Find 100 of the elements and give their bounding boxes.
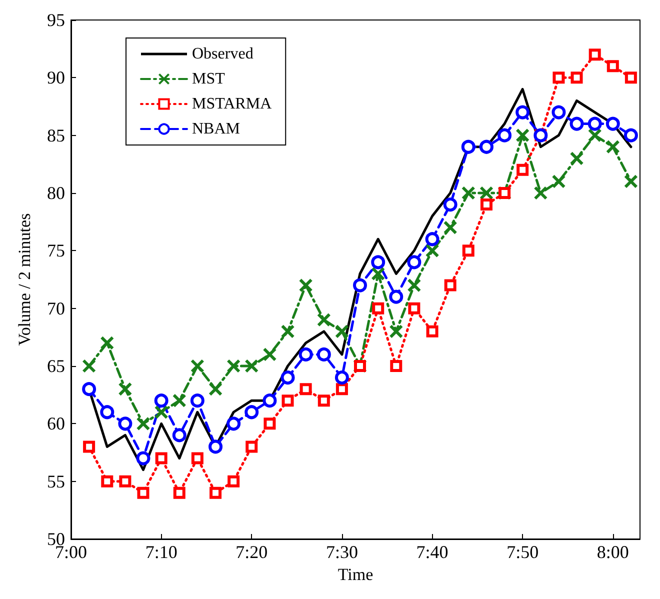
y-tick-label: 90 — [47, 68, 65, 88]
y-tick-label: 60 — [47, 414, 65, 434]
point — [136, 416, 150, 431]
point — [100, 405, 114, 420]
point — [82, 359, 96, 373]
point — [118, 382, 132, 396]
point — [298, 278, 313, 292]
point — [155, 452, 168, 464]
point — [606, 116, 620, 131]
point — [119, 475, 132, 488]
point — [264, 418, 276, 430]
point — [552, 72, 565, 84]
point — [280, 324, 295, 338]
point — [479, 186, 494, 200]
point — [208, 382, 223, 396]
y-axis-title: Volume / 2 minutes — [15, 213, 34, 346]
y-tick-label: 70 — [47, 298, 65, 318]
y-tick-label: 55 — [47, 471, 65, 492]
point — [552, 174, 566, 188]
point — [154, 405, 168, 420]
point — [100, 336, 114, 350]
point — [407, 278, 422, 292]
point — [246, 440, 258, 453]
point — [606, 140, 620, 154]
point — [371, 266, 386, 281]
x-tick-label: 8:00 — [596, 542, 629, 562]
point — [190, 359, 204, 373]
x-tick-label: 7:50 — [506, 542, 539, 562]
y-tick-label: 80 — [47, 183, 65, 203]
point — [407, 255, 422, 270]
point — [334, 370, 349, 385]
legend-label: Observed — [192, 46, 254, 62]
point — [262, 394, 277, 408]
point — [82, 382, 96, 396]
point — [228, 475, 240, 488]
point — [208, 440, 223, 454]
y-tick-label: 75 — [47, 240, 65, 261]
legend-label: MSTARMA — [192, 96, 272, 112]
point — [516, 105, 530, 120]
point — [534, 186, 548, 200]
point — [588, 116, 602, 131]
point — [426, 325, 438, 338]
point — [516, 164, 529, 176]
point — [389, 290, 404, 304]
point — [172, 428, 186, 442]
point — [408, 302, 420, 314]
y-tick-label: 95 — [47, 10, 65, 30]
point — [425, 232, 440, 246]
point — [479, 140, 494, 154]
point — [443, 220, 458, 235]
point — [210, 486, 222, 499]
point — [461, 140, 476, 154]
point — [226, 416, 241, 431]
point — [190, 394, 204, 408]
point — [318, 394, 330, 407]
point — [570, 72, 583, 84]
point — [136, 451, 150, 466]
point — [298, 347, 313, 362]
point — [262, 347, 277, 362]
y-tick-label: 85 — [47, 125, 65, 146]
point — [173, 486, 186, 499]
point — [191, 452, 204, 464]
point — [390, 360, 402, 372]
x-tick-label: 7:40 — [416, 542, 448, 562]
point — [101, 475, 114, 488]
point — [462, 244, 474, 257]
point — [353, 278, 367, 292]
point — [588, 128, 602, 142]
point — [570, 116, 584, 131]
point — [425, 244, 440, 258]
point — [83, 440, 96, 453]
point — [552, 105, 566, 120]
point — [372, 302, 384, 314]
point — [461, 186, 476, 200]
legend-label: MST — [192, 70, 226, 88]
point — [244, 359, 259, 373]
point — [443, 198, 458, 212]
point — [624, 72, 637, 84]
x-tick-label: 7:10 — [145, 542, 178, 562]
point — [498, 128, 512, 142]
point — [316, 312, 331, 327]
point — [334, 324, 349, 338]
point — [172, 394, 186, 408]
point — [282, 394, 294, 407]
x-tick-label: 7:30 — [326, 542, 358, 562]
point — [624, 174, 638, 188]
point — [280, 370, 295, 385]
point — [336, 383, 348, 396]
point — [154, 394, 168, 408]
point — [300, 383, 312, 396]
point — [137, 486, 150, 499]
point — [606, 60, 619, 72]
point — [588, 48, 601, 61]
point — [226, 359, 241, 373]
point — [118, 416, 132, 431]
point — [371, 255, 386, 270]
point — [624, 128, 638, 142]
y-tick-label: 65 — [47, 356, 65, 376]
x-tick-label: 7:20 — [236, 542, 268, 562]
point — [389, 324, 404, 338]
